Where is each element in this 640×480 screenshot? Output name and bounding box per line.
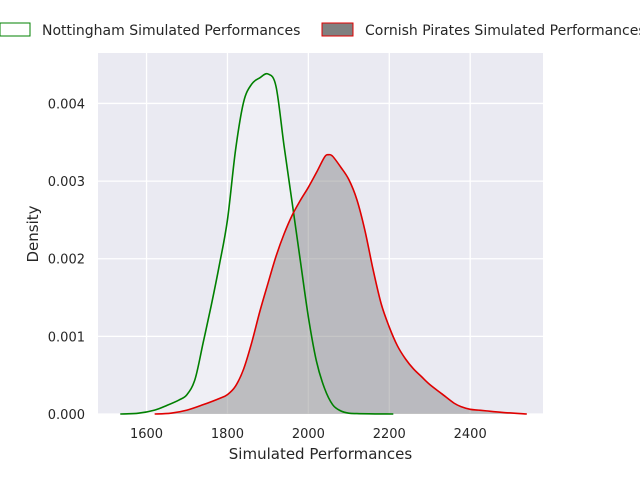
plot-background <box>98 53 543 414</box>
x-tick-label: 1600 <box>130 427 163 442</box>
x-tick-label: 2400 <box>454 427 487 442</box>
y-tick-label: 0.002 <box>48 253 85 268</box>
legend: Nottingham Simulated Performances Cornis… <box>0 22 640 39</box>
legend-swatch-cornish-pirates <box>321 22 354 37</box>
y-tick-label: 0.003 <box>48 175 85 190</box>
x-tick-label: 1800 <box>211 427 244 442</box>
y-tick-label: 0.004 <box>48 97 85 112</box>
density-area-cornish-pirates <box>154 154 527 414</box>
series-lines <box>120 72 527 415</box>
density-line-nottingham <box>120 72 394 415</box>
series-fills <box>120 73 527 414</box>
y-tick-label: 0.000 <box>48 408 85 423</box>
x-axis-label: Simulated Performances <box>229 445 413 463</box>
y-axis-label: Density <box>24 205 42 262</box>
y-tick-label: 0.001 <box>48 330 85 345</box>
y-axis-ticks: 0.000 0.001 0.002 0.003 0.004 <box>48 97 85 423</box>
x-tick-label: 2000 <box>292 427 325 442</box>
grid-lines <box>98 53 543 415</box>
legend-swatch-nottingham <box>0 22 31 37</box>
density-line-cornish-pirates <box>154 153 527 415</box>
x-axis-ticks: 1600 1800 2000 2200 2400 <box>130 427 487 442</box>
legend-label-nottingham: Nottingham Simulated Performances <box>42 23 300 39</box>
legend-label-cornish-pirates: Cornish Pirates Simulated Performances <box>365 23 640 39</box>
x-tick-label: 2200 <box>373 427 406 442</box>
density-area-nottingham <box>120 73 394 414</box>
